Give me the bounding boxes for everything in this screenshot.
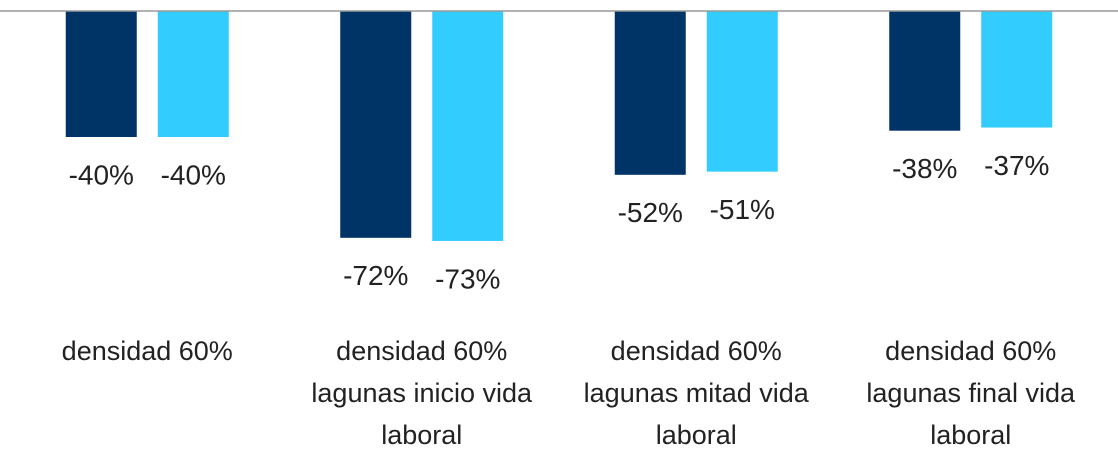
value-label: -52% (618, 197, 683, 228)
value-label: -40% (161, 159, 226, 190)
bar (340, 11, 412, 238)
bar (706, 11, 778, 172)
value-label: -40% (69, 159, 134, 190)
value-label: -51% (710, 194, 775, 225)
bar (157, 11, 229, 137)
bar (614, 11, 686, 175)
x-tick-label: densidad 60% lagunas mitad vida laboral (583, 336, 809, 450)
x-tick-label: densidad 60% lagunas inicio vida laboral (311, 336, 533, 450)
bar (432, 11, 504, 241)
x-tick-label: densidad 60% (61, 336, 233, 366)
value-label: -72% (343, 260, 408, 291)
bar (889, 11, 961, 131)
bar (65, 11, 137, 137)
value-label: -38% (892, 153, 957, 184)
bar (981, 11, 1053, 128)
x-tick-label: densidad 60% lagunas final vida laboral (866, 336, 1076, 450)
value-label: -73% (435, 263, 500, 294)
value-label: -37% (984, 150, 1049, 181)
